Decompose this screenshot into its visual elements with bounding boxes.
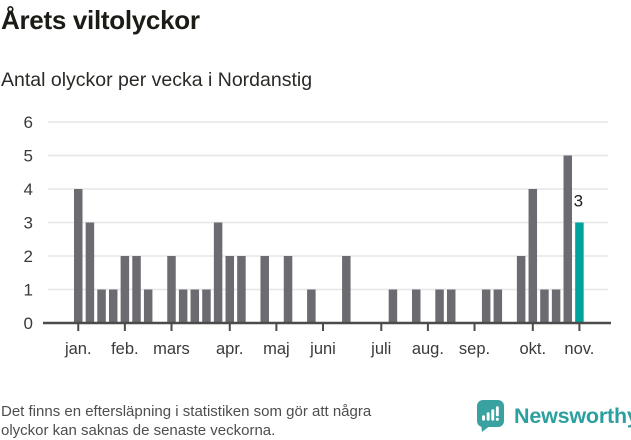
bar [179, 290, 188, 324]
bar [529, 189, 538, 323]
bar [482, 290, 491, 324]
month-label: okt. [519, 340, 546, 358]
y-tick-label: 0 [24, 314, 33, 333]
y-tick-label: 3 [24, 214, 33, 233]
bar [86, 223, 95, 324]
disclaimer-line-1: Det finns en eftersläpning i statistiken… [1, 403, 371, 422]
bar [435, 290, 444, 324]
chart-subtitle: Antal olyckor per vecka i Nordanstig [1, 68, 312, 92]
y-tick-label: 4 [24, 180, 33, 199]
month-label: feb. [111, 340, 139, 358]
month-label: jan. [64, 340, 92, 358]
disclaimer-line-2: olyckor kan saknas de senaste veckorna. [1, 422, 371, 440]
bar [74, 189, 83, 323]
y-tick-label: 1 [24, 281, 33, 300]
bar [284, 256, 293, 323]
highlight-bar [575, 223, 584, 324]
bar [214, 223, 223, 324]
month-label: mars [153, 340, 190, 358]
newsworthy-logo-icon [476, 399, 506, 433]
month-label: maj [263, 340, 290, 358]
bar [517, 256, 526, 323]
bar [144, 290, 153, 324]
bar [494, 290, 503, 324]
bar [260, 256, 269, 323]
highlight-value-label: 3 [574, 192, 583, 211]
bar [412, 290, 421, 324]
bar [202, 290, 211, 324]
footer: Det finns en eftersläpning i statistiken… [0, 396, 631, 439]
bar [121, 256, 129, 323]
month-label: sep. [459, 340, 490, 358]
newsworthy-logo: Newsworthy [476, 399, 631, 433]
y-tick-label: 5 [24, 147, 33, 166]
month-label: juli [370, 340, 391, 358]
bar [132, 256, 141, 323]
bar [167, 256, 176, 323]
bar [191, 290, 200, 324]
weekly-accidents-bar-chart: jan. feb. mars apr. maj juni juli aug. sep. okt. n… [0, 108, 631, 370]
bar [342, 256, 351, 323]
bar [109, 290, 118, 324]
month-label: aug. [412, 340, 444, 358]
bar [552, 290, 561, 324]
y-tick-label: 2 [24, 247, 33, 266]
month-label: juni [309, 340, 336, 358]
bar [447, 290, 456, 324]
bar [97, 290, 106, 324]
bar [307, 290, 316, 324]
disclaimer-text: Det finns en eftersläpning i statistiken… [1, 403, 371, 440]
bar [237, 256, 246, 323]
newsworthy-brand-name: Newsworthy [514, 404, 631, 429]
month-label: apr. [216, 340, 244, 358]
y-tick-label: 6 [24, 113, 33, 132]
bar [389, 290, 398, 324]
bar [226, 256, 235, 323]
bar [540, 290, 549, 324]
page-title: Årets viltolyckor [1, 4, 200, 36]
bar [564, 156, 573, 324]
month-label: nov. [564, 340, 594, 358]
